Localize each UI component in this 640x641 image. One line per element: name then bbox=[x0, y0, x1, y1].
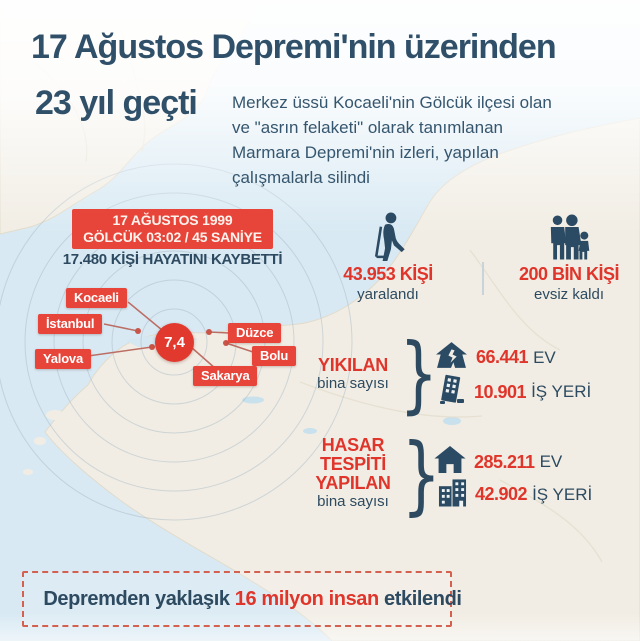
damaged-workplaces-row: 42.902 İŞ YERİ bbox=[438, 477, 592, 512]
damaged-homes-unit: EV bbox=[539, 452, 563, 471]
epicenter-magnitude-badge: 7,4 bbox=[155, 323, 194, 362]
damaged-brace: } bbox=[401, 425, 442, 525]
damaged-title-line2: TESPİTİ bbox=[320, 454, 386, 474]
house-icon bbox=[434, 446, 466, 478]
damaged-house-icon bbox=[435, 341, 468, 374]
page-subtitle: Merkez üssü Kocaeli'nin Gölcük ilçesi ol… bbox=[232, 90, 582, 190]
damaged-workplaces-value: 42.902 bbox=[475, 484, 528, 504]
destroyed-section-label: YIKILAN bina sayısı bbox=[311, 356, 395, 393]
city-label-bolu: Bolu bbox=[252, 346, 297, 366]
affected-population-banner: Depremden yaklaşık 16 milyon insan etkil… bbox=[22, 571, 462, 627]
footer-prefix: Depremden yaklaşık bbox=[43, 587, 235, 610]
injured-label: yaralandı bbox=[357, 286, 419, 303]
damaged-title-line1: HASAR bbox=[321, 435, 385, 455]
magnitude-value: 7,4 bbox=[164, 334, 185, 351]
city-dots bbox=[135, 328, 229, 350]
homeless-family-icon bbox=[505, 211, 633, 261]
damaged-workplaces-unit: İŞ YERİ bbox=[532, 484, 593, 504]
injured-stat: 43.953 KİŞİ yaralandı bbox=[328, 211, 448, 303]
damaged-title-line3: YAPILAN bbox=[315, 473, 391, 493]
page-title-line2: 23 yıl geçti bbox=[35, 84, 198, 122]
destroyed-workplaces-row: 10.901 İŞ YERİ bbox=[438, 374, 591, 410]
top-haze bbox=[0, 0, 640, 235]
stats-divider bbox=[482, 262, 484, 295]
destroyed-brace: } bbox=[399, 325, 438, 423]
event-info-box: 17 AĞUSTOS 1999 GÖLCÜK 03:02 / 45 SANİYE bbox=[72, 209, 273, 249]
footer-suffix: etkilendi bbox=[378, 587, 462, 610]
subtitle-line: çalışmalarla silindi bbox=[232, 168, 370, 187]
event-date: 17 AĞUSTOS 1999 bbox=[112, 212, 233, 228]
bottom-haze bbox=[0, 613, 640, 641]
damaged-homes-value: 285.211 bbox=[474, 451, 535, 472]
destroyed-workplaces-value: 10.901 bbox=[474, 381, 527, 402]
city-label-duzce: Düzce bbox=[228, 323, 282, 343]
destroyed-title: YIKILAN bbox=[318, 355, 388, 375]
injured-value: 43.953 KİŞİ bbox=[343, 264, 433, 284]
subtitle-line: Merkez üssü Kocaeli'nin Gölcük ilçesi ol… bbox=[232, 93, 552, 112]
footer-highlight: 16 milyon insan bbox=[234, 587, 379, 610]
death-toll: 17.480 KİŞİ HAYATINI KAYBETTİ bbox=[62, 251, 283, 268]
destroyed-homes-value: 66.441 bbox=[476, 347, 529, 367]
buildings-icon bbox=[438, 477, 467, 512]
damaged-section-label: HASAR TESPİTİ YAPILAN bina sayısı bbox=[308, 436, 398, 511]
affected-population-text: Depremden yaklaşık 16 milyon insan etkil… bbox=[12, 565, 462, 634]
event-details: GÖLCÜK 03:02 / 45 SANİYE bbox=[83, 229, 262, 245]
injured-person-icon bbox=[328, 211, 448, 261]
homeless-stat: 200 BİN KİŞİ evsiz kaldı bbox=[505, 211, 633, 303]
page-title-line1: 17 Ağustos Depremi'nin üzerinden bbox=[31, 28, 557, 66]
damaged-homes-row: 285.211 EV bbox=[434, 446, 562, 478]
damaged-building-icon bbox=[438, 374, 466, 410]
city-label-istanbul: İstanbul bbox=[38, 314, 103, 334]
homeless-value: 200 BİN KİŞİ bbox=[518, 264, 620, 284]
damaged-subtitle: bina sayısı bbox=[317, 493, 389, 510]
subtitle-line: Marmara Depremi'nin izleri, yapılan bbox=[232, 143, 499, 162]
destroyed-workplaces-unit: İŞ YERİ bbox=[531, 382, 592, 401]
city-label-yalova: Yalova bbox=[35, 349, 91, 369]
destroyed-homes-unit: EV bbox=[533, 347, 556, 367]
city-label-sakarya: Sakarya bbox=[193, 366, 258, 386]
homeless-label: evsiz kaldı bbox=[533, 286, 605, 303]
destroyed-subtitle: bina sayısı bbox=[317, 375, 389, 392]
city-label-kocaeli: Kocaeli bbox=[66, 288, 127, 308]
destroyed-homes-row: 66.441 EV bbox=[435, 341, 556, 374]
leader-lines bbox=[87, 301, 254, 370]
subtitle-line: ve "asrın felaketi" olarak tanımlanan bbox=[232, 118, 503, 137]
